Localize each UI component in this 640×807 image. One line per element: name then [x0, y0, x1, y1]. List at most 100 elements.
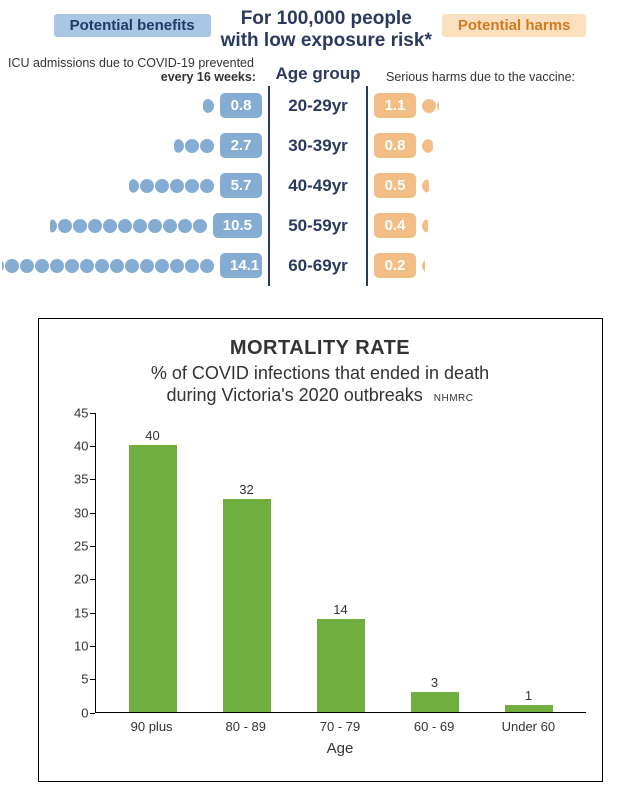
x-tick-label: Under 60 [484, 719, 572, 734]
benefit-cell: 0.8 [8, 93, 268, 118]
dot-icon [110, 259, 124, 273]
mortality-sub-line1: % of COVID infections that ended in deat… [151, 363, 489, 383]
bar-column: 1 [505, 688, 553, 712]
dot-icon [185, 179, 199, 193]
harm-value-badge: 0.4 [374, 213, 416, 238]
dot-fraction-icon [422, 219, 436, 233]
benefit-value-badge: 14.1 [220, 253, 262, 278]
age-group-heading: Age group [268, 64, 368, 84]
y-axis: 051015202530354045 [55, 413, 95, 713]
dot-icon [163, 219, 177, 233]
dot-icon [140, 179, 154, 193]
bar [223, 499, 271, 712]
dot-icon [103, 219, 117, 233]
dot-fraction-icon [170, 139, 184, 153]
bar-value-label: 32 [239, 482, 253, 497]
dot-group [0, 259, 214, 273]
plot-area: 40 32 14 3 1 [95, 413, 586, 713]
dot-fraction-icon [437, 99, 451, 113]
bar [411, 692, 459, 712]
main-title: For 100,000 people with low exposure ris… [221, 8, 432, 52]
dot-icon [125, 259, 139, 273]
dot-icon [185, 259, 199, 273]
y-tick-label: 5 [81, 672, 88, 687]
dot-icon [178, 219, 192, 233]
dot-fraction-icon [422, 179, 436, 193]
dot-group [170, 139, 214, 153]
y-tick-label: 40 [74, 439, 88, 454]
benefit-value-badge: 5.7 [220, 173, 262, 198]
dot-icon [50, 259, 64, 273]
bar-column: 32 [223, 482, 271, 712]
bar-column: 3 [411, 675, 459, 712]
dot-fraction-icon [422, 139, 436, 153]
dot-group [422, 139, 436, 153]
harm-value-badge: 0.5 [374, 173, 416, 198]
benefit-value-badge: 10.5 [213, 213, 262, 238]
dot-group [422, 179, 436, 193]
y-tick-label: 30 [74, 505, 88, 520]
dot-group [125, 179, 214, 193]
harm-value-badge: 1.1 [374, 93, 416, 118]
harm-cell: 0.4 [368, 213, 632, 238]
dot-icon [170, 179, 184, 193]
bars-container: 40 32 14 3 1 [96, 413, 586, 712]
dot-group [422, 219, 436, 233]
dot-icon [73, 219, 87, 233]
benefit-cell: 2.7 [8, 133, 268, 158]
mortality-source: NHMRC [434, 393, 474, 404]
harm-value-badge: 0.8 [374, 133, 416, 158]
y-tick-label: 0 [81, 705, 88, 720]
mortality-sub-line2: during Victoria's 2020 outbreaks [167, 385, 423, 405]
age-label: 60-69yr [268, 246, 368, 286]
dot-icon [95, 259, 109, 273]
benefit-cell: 10.5 [8, 213, 268, 238]
y-tick-mark [90, 713, 95, 714]
y-tick-label: 10 [74, 639, 88, 654]
age-label: 20-29yr [268, 86, 368, 126]
bar-value-label: 40 [145, 428, 159, 443]
y-tick-label: 20 [74, 572, 88, 587]
dot-icon [200, 259, 214, 273]
bar-value-label: 1 [525, 688, 532, 703]
benefits-sub-line2: every 16 weeks: [8, 70, 262, 84]
dot-icon [170, 259, 184, 273]
dot-fraction-icon [43, 219, 57, 233]
dot-icon [422, 99, 436, 113]
age-label: 30-39yr [268, 126, 368, 166]
dot-icon [5, 259, 19, 273]
benefit-cell: 5.7 [8, 173, 268, 198]
dot-icon [118, 219, 132, 233]
dot-icon [88, 219, 102, 233]
bar-value-label: 3 [431, 675, 438, 690]
harm-cell: 0.2 [368, 253, 632, 278]
benefit-value-badge: 0.8 [220, 93, 262, 118]
age-label: 40-49yr [268, 166, 368, 206]
dot-group [200, 99, 214, 113]
dot-fraction-icon [0, 259, 4, 273]
age-row: 14.160-69yr0.2 [8, 246, 632, 286]
mortality-subtitle: % of COVID infections that ended in deat… [55, 362, 586, 407]
chart-area: 051015202530354045 40321431 [55, 413, 586, 713]
y-tick-label: 15 [74, 605, 88, 620]
bar [317, 619, 365, 712]
sub-heading-row: ICU admissions due to COVID-19 prevented… [8, 56, 632, 84]
mortality-title: MORTALITY RATE [55, 337, 586, 360]
benefits-sub-line1: ICU admissions due to COVID-19 prevented [8, 56, 254, 70]
dot-fraction-icon [125, 179, 139, 193]
bar-value-label: 14 [333, 602, 347, 617]
age-row: 0.820-29yr1.1 [8, 86, 632, 126]
harm-cell: 0.5 [368, 173, 632, 198]
benefits-pill: Potential benefits [54, 14, 211, 37]
age-row: 2.730-39yr0.8 [8, 126, 632, 166]
dot-icon [155, 259, 169, 273]
y-tick-label: 25 [74, 539, 88, 554]
age-row: 5.740-49yr0.5 [8, 166, 632, 206]
dot-icon [35, 259, 49, 273]
age-label: 50-59yr [268, 206, 368, 246]
harms-subheading: Serious harms due to the vaccine: [368, 70, 632, 84]
bar [129, 445, 177, 712]
x-axis-title: Age [55, 740, 586, 757]
dot-icon [133, 219, 147, 233]
dot-icon [155, 179, 169, 193]
